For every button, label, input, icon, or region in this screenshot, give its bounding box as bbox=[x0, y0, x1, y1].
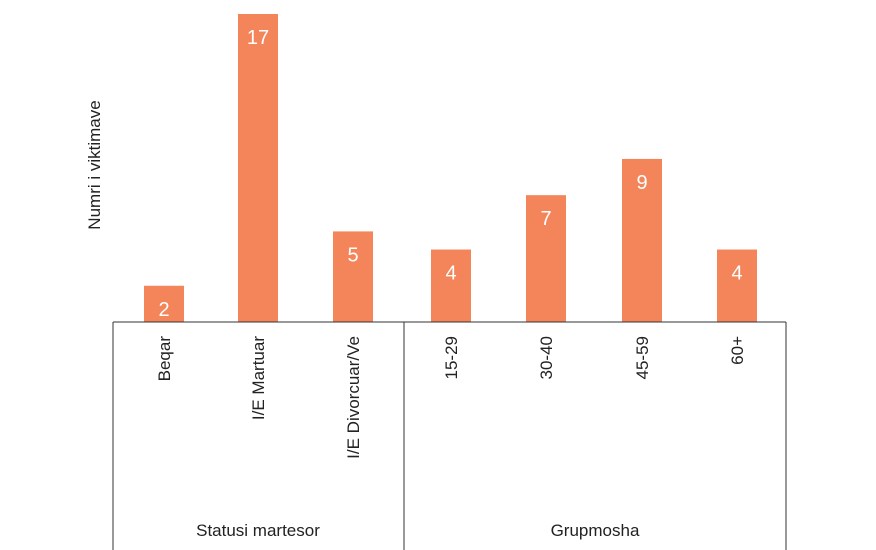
x-tick-label: Beqar bbox=[155, 336, 174, 382]
bar bbox=[717, 249, 757, 322]
bar-value-label: 17 bbox=[247, 27, 269, 49]
bar-value-label: 9 bbox=[636, 172, 647, 194]
bar-value-label: 7 bbox=[540, 208, 551, 230]
x-tick-label: I/E Martuar bbox=[249, 336, 268, 420]
bar-value-label: 4 bbox=[731, 263, 742, 285]
bar-value-label: 2 bbox=[158, 299, 169, 321]
bar bbox=[431, 249, 471, 322]
group-label: Statusi martesor bbox=[196, 521, 320, 540]
x-tick-label: 30-40 bbox=[537, 336, 556, 379]
bar bbox=[144, 285, 184, 322]
bar-value-label: 4 bbox=[445, 263, 456, 285]
bar-value-label: 5 bbox=[347, 244, 358, 266]
x-tick-label: 15-29 bbox=[442, 336, 461, 379]
bar bbox=[622, 158, 662, 322]
group-label: Grupmosha bbox=[551, 521, 640, 540]
bar bbox=[333, 231, 373, 322]
bar bbox=[238, 14, 278, 322]
x-tick-label: I/E Divorcuar/Ve bbox=[344, 336, 363, 459]
x-tick-label: 60+ bbox=[728, 336, 747, 365]
x-tick-label: 45-59 bbox=[633, 336, 652, 379]
bar bbox=[526, 195, 566, 322]
y-axis-label: Numri i viktimave bbox=[85, 100, 104, 229]
